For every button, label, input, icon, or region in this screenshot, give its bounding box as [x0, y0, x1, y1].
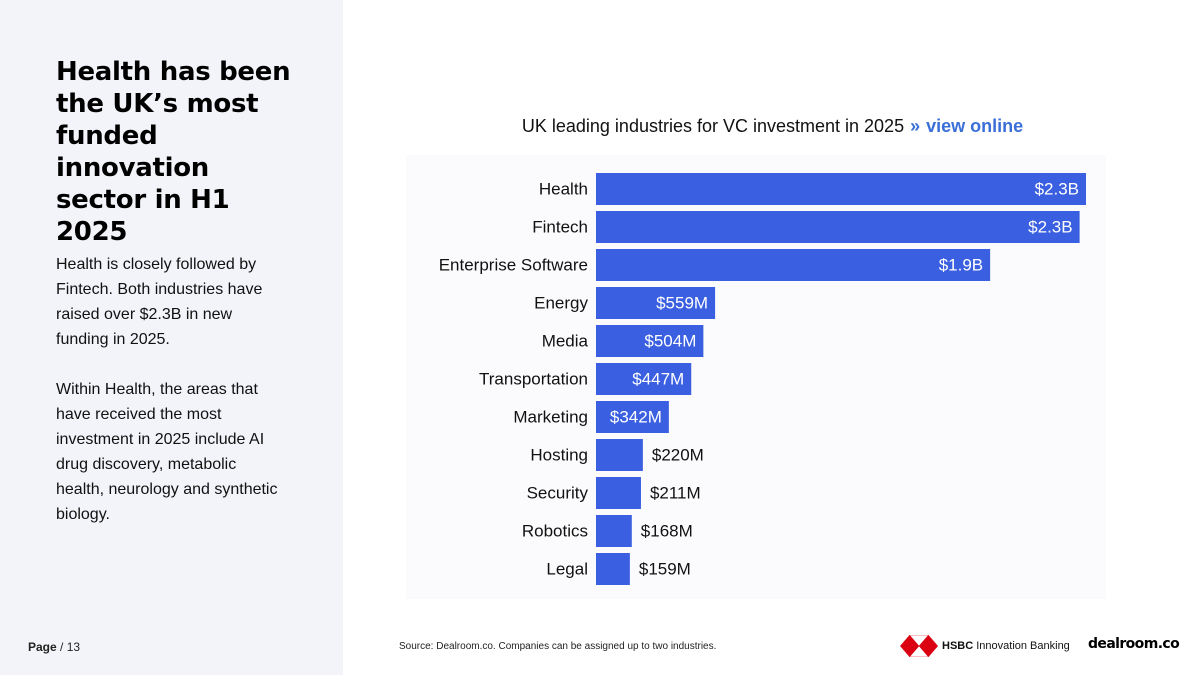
bar — [596, 325, 704, 357]
category-label: Legal — [546, 560, 588, 579]
category-label: Marketing — [513, 408, 588, 427]
category-label: Media — [542, 332, 589, 351]
category-label: Security — [527, 484, 589, 503]
page-separator: / — [60, 640, 64, 654]
bar — [596, 249, 991, 281]
value-label: $2.3B — [1028, 218, 1072, 237]
value-label: $211M — [650, 484, 701, 503]
body-paragraph-1: Health is closely followed by Fintech. B… — [56, 256, 263, 348]
page-label: Page — [28, 640, 57, 654]
value-label: $159M — [639, 560, 691, 579]
hsbc-logo: HSBC Innovation Banking — [900, 634, 1070, 658]
category-label: Robotics — [522, 522, 588, 541]
value-label: $1.9B — [939, 256, 983, 275]
view-online-link[interactable]: view online — [926, 116, 1024, 136]
bar — [596, 477, 641, 509]
category-label: Energy — [534, 294, 588, 313]
hsbc-hexagon-icon — [900, 635, 938, 657]
page-headline: Health has been the UK’s most funded inn… — [56, 57, 291, 247]
bar — [596, 553, 630, 585]
bar — [596, 515, 632, 547]
body-text: Health is closely followed by Fintech. B… — [56, 252, 286, 552]
value-label: $447M — [632, 370, 684, 389]
page-number-value: 13 — [66, 640, 81, 654]
bar — [596, 173, 1086, 205]
bar-chart: Health $2.3B Fintech $2.3B Enterprise Softwa… — [406, 155, 1106, 599]
left-panel — [0, 0, 343, 675]
category-label: Hosting — [530, 446, 588, 465]
category-label: Enterprise Software — [439, 256, 588, 275]
hsbc-wordmark: HSBC Innovation Banking — [942, 640, 1070, 652]
bar — [596, 363, 692, 395]
bar — [596, 287, 716, 319]
value-label: $504M — [644, 332, 696, 351]
page-number: Page / 13 — [28, 640, 80, 654]
value-label: $342M — [610, 408, 662, 427]
value-label: $220M — [652, 446, 704, 465]
category-label: Health — [539, 180, 588, 199]
bar — [596, 439, 643, 471]
bar — [596, 401, 669, 433]
bar — [596, 211, 1080, 243]
chart-title-text: UK leading industries for VC investment … — [521, 116, 905, 136]
chart-title: UK leading industries for VC investment … — [400, 116, 1145, 137]
category-label: Fintech — [532, 218, 588, 237]
dealroom-logo: dealroom.co — [1088, 636, 1180, 652]
value-label: $559M — [656, 294, 708, 313]
source-note: Source: Dealroom.co. Companies can be as… — [399, 641, 717, 652]
value-label: $2.3B — [1035, 180, 1079, 199]
body-paragraph-2: Within Health, the areas that have recei… — [56, 381, 278, 523]
value-label: $168M — [641, 522, 693, 541]
chevron-double-right-icon: » — [910, 116, 921, 136]
category-label: Transportation — [479, 370, 588, 389]
